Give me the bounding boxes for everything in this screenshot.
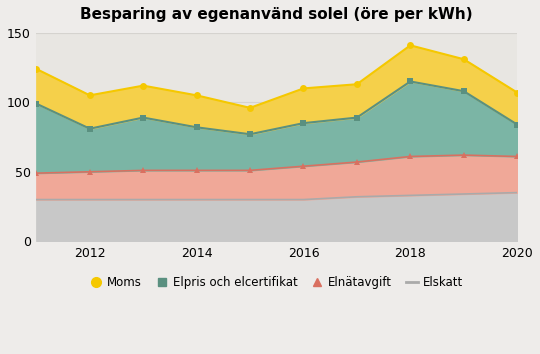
Title: Besparing av egenanvänd solel (öre per kWh): Besparing av egenanvänd solel (öre per k…: [80, 7, 473, 22]
Legend: Moms, Elpris och elcertifikat, Elnätavgift, Elskatt: Moms, Elpris och elcertifikat, Elnätavgi…: [86, 271, 468, 294]
